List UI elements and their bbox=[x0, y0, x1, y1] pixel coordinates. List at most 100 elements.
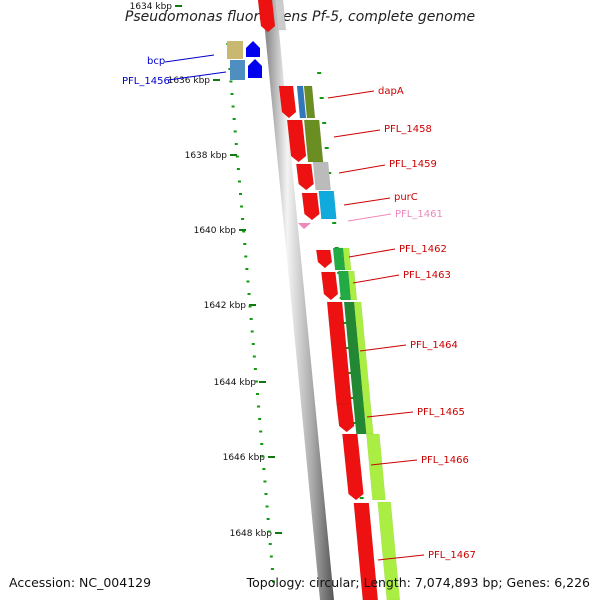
minor-tick bbox=[245, 268, 249, 270]
minor-tick bbox=[239, 193, 243, 195]
minor-tick bbox=[257, 405, 261, 408]
gene-leader-line bbox=[352, 274, 400, 284]
cds-block bbox=[353, 502, 379, 600]
tick-label: 1638 kbp bbox=[185, 151, 228, 161]
cog-block bbox=[230, 60, 245, 80]
minor-tick bbox=[233, 130, 237, 133]
minor-tick bbox=[240, 205, 244, 208]
cog-block bbox=[303, 119, 324, 163]
tick-label: 1648 kbp bbox=[230, 529, 273, 539]
minor-tick bbox=[269, 555, 273, 558]
tick-label: 1642 kbp bbox=[204, 301, 247, 311]
cog-block bbox=[312, 161, 331, 191]
cog-block bbox=[303, 85, 316, 119]
minor-tick bbox=[230, 93, 234, 95]
tick-label: 1636 kbp bbox=[168, 76, 211, 86]
minor-tick bbox=[262, 468, 266, 470]
cog-block bbox=[342, 247, 352, 271]
minor-tick bbox=[349, 397, 354, 399]
minor-tick bbox=[242, 230, 246, 233]
gene-leader-line bbox=[343, 197, 391, 206]
minor-tick bbox=[261, 455, 265, 458]
gene-leader-line bbox=[333, 129, 381, 138]
minor-tick bbox=[247, 293, 251, 295]
cds-block bbox=[301, 192, 320, 221]
minor-tick bbox=[229, 80, 233, 83]
minor-tick bbox=[237, 180, 241, 183]
gene-label: PFL_1466 bbox=[421, 455, 469, 466]
minor-tick bbox=[317, 72, 322, 74]
gene-label: purC bbox=[394, 192, 418, 203]
minor-tick bbox=[359, 497, 364, 499]
cds-block bbox=[246, 41, 260, 57]
minor-tick bbox=[266, 518, 270, 520]
minor-tick bbox=[258, 418, 262, 420]
cog-block bbox=[377, 501, 401, 600]
cog-block bbox=[366, 433, 386, 501]
minor-tick bbox=[232, 118, 236, 120]
gene-label: PFL_1459 bbox=[389, 159, 437, 170]
minor-tick bbox=[347, 372, 352, 374]
gene-leader-line bbox=[327, 90, 375, 99]
cds-block bbox=[342, 433, 364, 501]
minor-tick bbox=[344, 347, 349, 349]
gene-label: PFL_1462 bbox=[399, 244, 447, 255]
minor-tick bbox=[332, 222, 337, 224]
gene-leader-line bbox=[347, 213, 392, 222]
cog-block bbox=[227, 41, 243, 59]
gene-leader-line bbox=[370, 459, 418, 466]
genome-backbone bbox=[262, 0, 334, 600]
cds-block bbox=[295, 163, 314, 191]
minor-tick bbox=[271, 580, 275, 583]
map-title: Pseudomonas fluorescens Pf-5, complete g… bbox=[124, 9, 476, 25]
gene-label: PFL_1456 bbox=[122, 76, 170, 87]
cds-block bbox=[278, 85, 297, 119]
gene-leader-line bbox=[338, 164, 386, 174]
minor-tick bbox=[319, 97, 324, 99]
tick-label: 1640 kbp bbox=[194, 226, 237, 236]
gene-label: bcp bbox=[147, 56, 165, 67]
gene-label: PFL_1467 bbox=[428, 550, 476, 561]
minor-tick bbox=[267, 530, 271, 533]
minor-tick bbox=[270, 568, 274, 570]
gene-label: PFL_1461 bbox=[395, 209, 443, 220]
minor-tick bbox=[342, 322, 347, 324]
minor-tick bbox=[253, 368, 257, 370]
minor-tick bbox=[352, 422, 357, 424]
cog-block bbox=[274, 0, 287, 31]
gene-leader-line bbox=[377, 554, 425, 561]
minor-tick bbox=[252, 355, 256, 358]
minor-tick bbox=[246, 280, 250, 283]
minor-tick bbox=[243, 243, 247, 245]
tick-label: 1644 kbp bbox=[214, 378, 257, 388]
gene-label: PFL_1464 bbox=[410, 340, 458, 351]
minor-tick bbox=[248, 305, 252, 308]
cds-block bbox=[315, 249, 333, 269]
cds-block bbox=[248, 59, 262, 78]
minor-tick bbox=[244, 255, 248, 258]
gene-label: PFL_1458 bbox=[384, 124, 432, 135]
minor-tick bbox=[259, 430, 263, 433]
minor-tick bbox=[250, 330, 254, 333]
gene-leader-line bbox=[167, 71, 227, 81]
gene-label: dapA bbox=[378, 86, 404, 97]
minor-tick bbox=[234, 143, 238, 145]
accession-text: Accession: NC_004129 bbox=[9, 575, 152, 590]
cds-block bbox=[286, 119, 307, 163]
minor-tick bbox=[235, 155, 239, 158]
gene-leader-line bbox=[359, 344, 407, 352]
minor-tick bbox=[322, 122, 327, 124]
minor-tick bbox=[256, 393, 260, 395]
genome-summary-text: Topology: circular; Length: 7,074,893 bp… bbox=[246, 575, 590, 590]
minor-tick bbox=[265, 505, 269, 508]
minor-tick bbox=[236, 168, 240, 170]
tick-label: 1646 kbp bbox=[223, 453, 266, 463]
gene-leader-line bbox=[164, 54, 215, 63]
minor-tick bbox=[231, 105, 235, 108]
cds-block bbox=[298, 223, 311, 229]
minor-tick bbox=[263, 480, 267, 483]
minor-tick bbox=[268, 543, 272, 545]
cds-block bbox=[257, 0, 276, 33]
minor-tick bbox=[228, 68, 232, 70]
